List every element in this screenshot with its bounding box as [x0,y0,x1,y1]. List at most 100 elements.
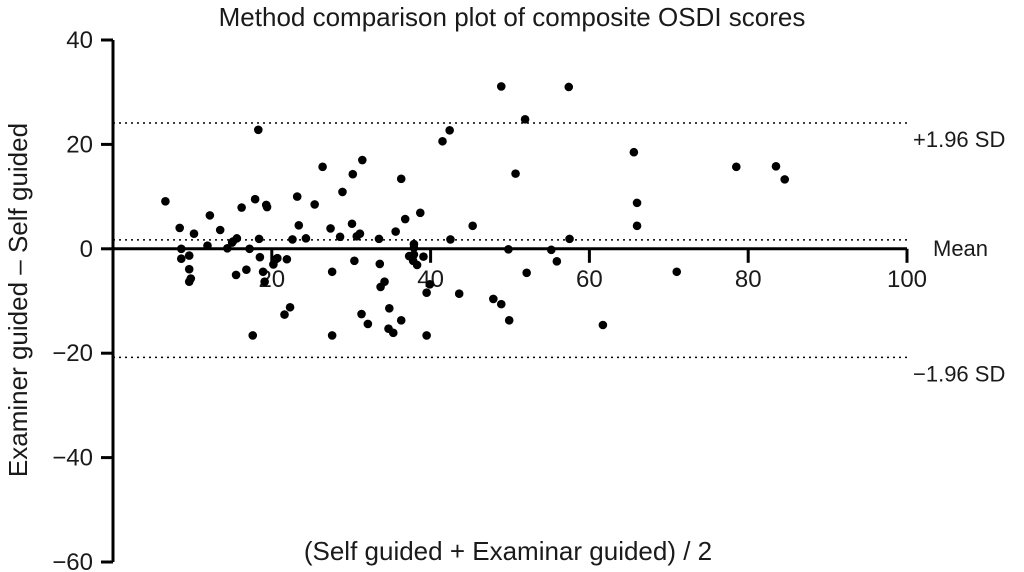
data-point [522,268,531,278]
data-point [629,147,639,157]
data-point [446,235,455,244]
x-axis-label: (Self guided + Examinar guided) / 2 [304,536,712,566]
x-axis-ticks: 20 40 60 80 100 [113,247,927,293]
data-point [445,126,454,135]
data-point [223,243,232,253]
y-tick-label: −40 [52,445,93,472]
data-point [203,241,212,250]
data-point [294,221,304,230]
data-point [380,277,389,286]
data-point [189,229,199,238]
data-point [258,267,268,277]
data-point [731,162,741,172]
data-point [422,288,431,297]
data-point [468,221,477,231]
data-point [338,187,347,197]
data-point [425,279,435,289]
y-tick-label: 20 [66,131,93,158]
data-point [375,259,385,269]
data-point [205,211,215,220]
data-point [335,232,345,242]
data-point [409,239,419,249]
data-point [632,198,642,208]
data-point [422,331,431,340]
data-point [363,319,373,329]
data-point [282,254,292,264]
data-point [176,254,186,264]
data-point [511,169,520,178]
data-point [564,82,574,92]
reference-line-label: −1.96 SD [913,361,1005,386]
data-point [412,260,422,270]
data-point [232,234,242,243]
x-tick-label: 100 [887,266,927,293]
y-tick-label: −20 [52,340,93,367]
data-point [400,214,410,224]
data-point [565,234,574,244]
y-tick-label: −60 [52,549,93,572]
data-point [780,175,790,184]
data-point [409,250,419,259]
data-points [161,82,790,340]
data-point [419,252,428,261]
data-point [415,208,425,218]
data-point [326,224,335,233]
data-point [438,136,447,146]
data-point [254,125,263,135]
data-point [161,196,170,206]
data-point [454,289,464,298]
data-point [237,203,246,212]
data-point [248,331,258,340]
reference-line-label: Mean [933,236,988,261]
data-point [672,267,682,277]
data-point [632,221,642,231]
reference-lines: +1.96 SD Mean −1.96 SD [113,122,1005,386]
data-point [489,294,498,304]
data-point [301,234,311,243]
data-point [288,235,297,244]
y-tick-label: 40 [66,27,93,54]
data-point [231,270,241,280]
data-point [254,234,264,244]
data-point [242,265,251,274]
data-point [280,310,289,319]
data-point [348,169,358,179]
data-point [250,194,260,204]
y-axis-label: Examiner guided – Self guided [3,123,33,477]
chart-title: Method comparison plot of composite OSDI… [219,2,806,32]
data-point [496,82,506,91]
y-tick-label: 0 [80,236,93,263]
x-tick-label: 60 [576,266,603,293]
data-point [358,155,367,165]
data-point [504,316,514,325]
data-point [260,277,269,286]
data-point [347,219,357,229]
data-point [292,192,302,201]
x-tick-label: 80 [735,266,762,293]
data-point [504,245,513,254]
data-point [175,223,184,233]
data-point [357,309,366,319]
data-point [245,244,254,254]
data-point [184,251,194,260]
data-point [310,200,319,209]
data-point [184,264,194,274]
data-point [327,267,337,277]
data-point [598,320,608,330]
data-point [496,299,506,309]
data-point [520,115,530,124]
data-point [355,229,365,238]
data-point [285,302,295,312]
data-point [771,162,781,171]
data-point [215,225,225,235]
y-axis-ticks: 40 20 0 −20 −40 −60 [52,27,113,572]
data-point [396,316,406,325]
data-point [273,253,282,263]
data-point [327,331,337,340]
data-point [350,256,359,266]
data-point [176,244,186,254]
data-point [396,174,406,184]
data-point [546,245,556,255]
data-point [385,304,394,313]
